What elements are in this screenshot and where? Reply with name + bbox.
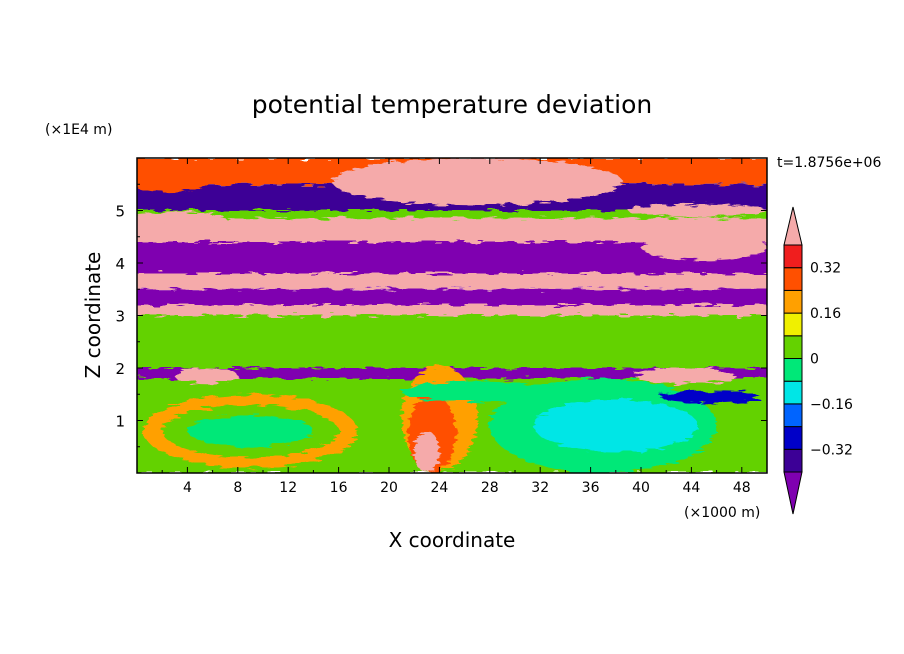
colorbar-top-arrow <box>783 206 803 246</box>
x-tick-label: 32 <box>531 480 549 496</box>
contour-feature <box>187 415 314 447</box>
colorbar-bottom-arrow <box>783 471 803 515</box>
x-tick-label: 24 <box>430 480 448 496</box>
y-tick-label: 2 <box>115 360 125 378</box>
y-axis-label: Z coordinate <box>81 252 105 379</box>
x-tick-label: 40 <box>632 480 650 496</box>
contour-layer <box>137 273 767 290</box>
colorbar-tick-label: −0.32 <box>810 442 853 458</box>
colorbar-swatch <box>783 448 803 473</box>
y-tick-label: 5 <box>115 203 125 221</box>
x-tick-label: 36 <box>582 480 600 496</box>
contour-layer <box>137 336 767 368</box>
contour-feature <box>533 399 698 452</box>
contour-layer <box>137 315 767 337</box>
chart-title: potential temperature deviation <box>252 90 652 119</box>
colorbar: 0.32 0.16 0 −0.16 −0.32 <box>783 206 853 515</box>
colorbar-swatch <box>783 312 803 337</box>
contour-feature <box>332 158 623 206</box>
contour-feature <box>401 381 553 403</box>
colorbar-swatch <box>783 403 803 428</box>
time-label: t=1.8756e+06 <box>777 155 881 171</box>
contour-feature <box>659 390 761 404</box>
contour-feature <box>628 204 767 217</box>
x-tick-label: 20 <box>380 480 398 496</box>
y-tick-label: 4 <box>115 255 125 273</box>
colorbar-swatch <box>783 358 803 382</box>
contour-feature <box>634 368 736 384</box>
contour-feature <box>137 165 213 193</box>
y-unit-label: (×1E4 m) <box>45 122 112 138</box>
x-tick-label: 48 <box>733 480 751 496</box>
colorbar-tick-label: 0.32 <box>810 261 841 277</box>
colorbar-swatch <box>783 426 803 450</box>
contour-feature <box>414 431 440 473</box>
colorbar-swatch <box>783 335 803 359</box>
contour-layer <box>137 289 767 305</box>
x-tick-label: 8 <box>233 480 242 496</box>
contour-feature <box>174 368 238 384</box>
colorbar-tick-label: −0.16 <box>810 397 853 413</box>
x-tick-label: 44 <box>682 480 700 496</box>
colorbar-tick-label: 0 <box>810 352 819 368</box>
x-tick-label: 12 <box>279 480 297 496</box>
contour-layer <box>137 305 767 316</box>
y-tick-label: 3 <box>115 308 125 326</box>
colorbar-swatch <box>783 244 803 269</box>
contour-layer <box>137 218 767 242</box>
colorbar-tick-label: 0.16 <box>810 306 841 322</box>
x-tick-label: 4 <box>183 480 192 496</box>
contour-feature <box>137 212 226 225</box>
contour-layer <box>137 210 767 219</box>
contour-fields <box>137 158 767 473</box>
x-axis-label: X coordinate <box>389 528 516 552</box>
y-tick-label: 1 <box>115 413 125 431</box>
x-tick-label: 16 <box>330 480 348 496</box>
x-unit-label: (×1000 m) <box>684 505 760 521</box>
colorbar-swatch <box>783 289 803 314</box>
colorbar-swatch <box>783 380 803 405</box>
colorbar-swatch <box>783 267 803 291</box>
contour-feature <box>641 234 767 261</box>
x-tick-label: 28 <box>481 480 499 496</box>
